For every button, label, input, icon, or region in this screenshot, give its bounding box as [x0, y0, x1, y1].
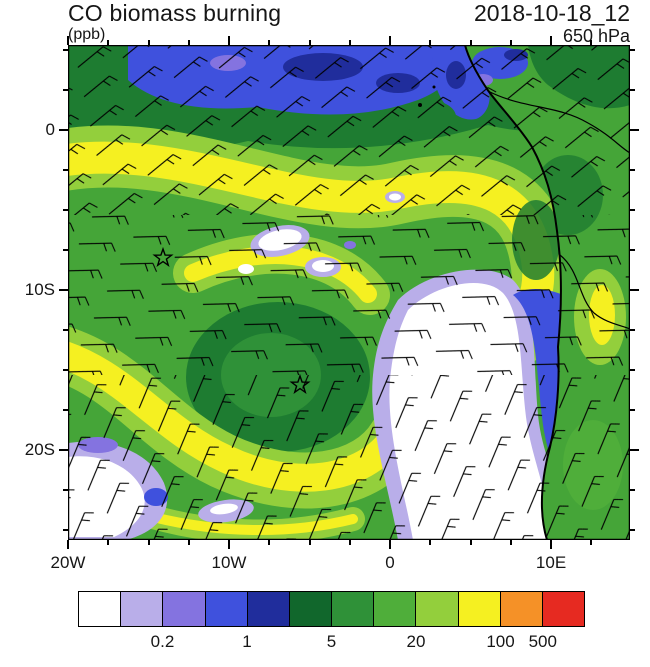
- x-axis-minor-tick: [107, 40, 110, 45]
- y-axis-tick: [630, 129, 639, 132]
- x-axis-tick: [228, 540, 230, 549]
- colorbar-segment: [289, 592, 333, 626]
- y-axis-minor-tick: [63, 249, 68, 252]
- x-axis-minor-tick: [509, 40, 512, 45]
- x-axis-minor-tick: [147, 40, 150, 45]
- x-axis-minor-tick: [429, 40, 432, 45]
- y-axis-tick-label: 10S: [24, 280, 55, 300]
- colorbar-segment: [542, 592, 585, 626]
- colorbar-segment: [500, 592, 543, 626]
- colorbar-segment: [163, 592, 206, 626]
- y-axis-minor-tick: [630, 528, 635, 531]
- x-axis-minor-tick: [187, 40, 190, 45]
- y-axis-minor-tick: [63, 329, 68, 332]
- y-axis-minor-tick: [63, 528, 68, 531]
- y-axis-minor-tick: [63, 169, 68, 172]
- colorbar-segment: [374, 592, 417, 626]
- x-axis-minor-tick: [268, 40, 271, 45]
- colorbar-labels: 0.2 1 5 20 100 500: [78, 632, 585, 654]
- y-axis-minor-tick: [63, 89, 68, 92]
- y-axis-minor-tick: [63, 49, 68, 52]
- colorbar-segment: [205, 592, 248, 626]
- x-axis-tick-label: 10W: [211, 553, 247, 572]
- y-axis-minor-tick: [630, 49, 635, 52]
- x-axis-minor-tick: [590, 40, 593, 45]
- colorbar-tick-label: 0.2: [150, 632, 175, 651]
- x-axis-minor-tick: [107, 540, 110, 545]
- y-axis-tick: [59, 448, 68, 451]
- x-axis-minor-tick: [509, 540, 512, 545]
- colorbar-tick-label: 20: [406, 632, 426, 651]
- x-axis-minor-tick: [268, 540, 271, 545]
- y-axis-minor-tick: [630, 209, 635, 212]
- x-axis-minor-tick: [187, 540, 190, 545]
- colorbar-segment: [416, 592, 459, 626]
- x-axis-minor-tick: [429, 540, 432, 545]
- valid-datetime: 2018-10-18_12: [473, 0, 630, 26]
- y-axis-minor-tick: [63, 368, 68, 371]
- x-axis-minor-tick: [348, 540, 351, 545]
- pressure-level: 650 hPa: [562, 26, 630, 46]
- x-axis-tick-label: 10E: [535, 553, 567, 572]
- star-marker-2: [289, 373, 311, 395]
- colorbar-tick-label: 5: [326, 632, 337, 651]
- y-axis-minor-tick: [63, 488, 68, 491]
- y-axis-tick: [59, 129, 68, 132]
- y-axis-minor-tick: [630, 249, 635, 252]
- x-axis-tick: [389, 540, 392, 549]
- y-axis-minor-tick: [630, 329, 635, 332]
- x-axis-minor-tick: [147, 540, 150, 545]
- x-axis-tick: [228, 36, 230, 45]
- star-marker-1: [152, 246, 174, 268]
- x-axis-tick-label: 0: [385, 553, 395, 572]
- y-axis-minor-tick: [630, 408, 635, 411]
- wind-barbs: [68, 45, 630, 540]
- x-axis-tick: [389, 36, 392, 45]
- colorbar-segment: [121, 592, 164, 626]
- x-axis-minor-tick: [469, 40, 472, 45]
- x-axis-minor-tick: [469, 540, 472, 545]
- x-axis-minor-tick: [308, 540, 311, 545]
- y-axis-minor-tick: [63, 209, 68, 212]
- y-axis-minor-tick: [63, 408, 68, 411]
- colorbar-segment: [247, 592, 290, 626]
- colorbar-tick-label: 1: [242, 632, 252, 651]
- x-axis-tick-label: 20W: [50, 553, 86, 572]
- x-axis-minor-tick: [348, 40, 351, 45]
- y-axis-minor-tick: [630, 488, 635, 491]
- y-axis-tick: [630, 448, 639, 451]
- x-axis-tick: [550, 36, 553, 45]
- y-axis-minor-tick: [630, 368, 635, 371]
- colorbar-tick-label: 500: [528, 632, 557, 651]
- x-axis-minor-tick: [308, 40, 311, 45]
- contour-map: [68, 45, 630, 540]
- y-axis-minor-tick: [630, 89, 635, 92]
- y-axis-tick: [630, 289, 639, 292]
- colorbar-segment: [458, 592, 501, 626]
- map-panel: 0 10S 20S 20W 10W 0 10E: [25, 36, 639, 572]
- y-axis-tick-label: 20S: [24, 439, 55, 459]
- x-axis-tick: [67, 540, 69, 549]
- x-axis-minor-tick: [590, 540, 593, 545]
- y-axis-tick: [59, 289, 68, 292]
- x-axis-tick: [550, 540, 553, 549]
- page-title: CO biomass burning: [68, 0, 282, 26]
- y-axis-minor-tick: [630, 169, 635, 172]
- colorbar-segment: [332, 592, 375, 626]
- y-axis-tick-label: 0: [45, 120, 55, 140]
- x-axis-tick: [67, 36, 69, 45]
- colorbar: [78, 591, 585, 627]
- colorbar-tick-label: 100: [486, 632, 515, 651]
- colorbar-segment: [79, 592, 122, 626]
- units-label: (ppb): [68, 26, 106, 43]
